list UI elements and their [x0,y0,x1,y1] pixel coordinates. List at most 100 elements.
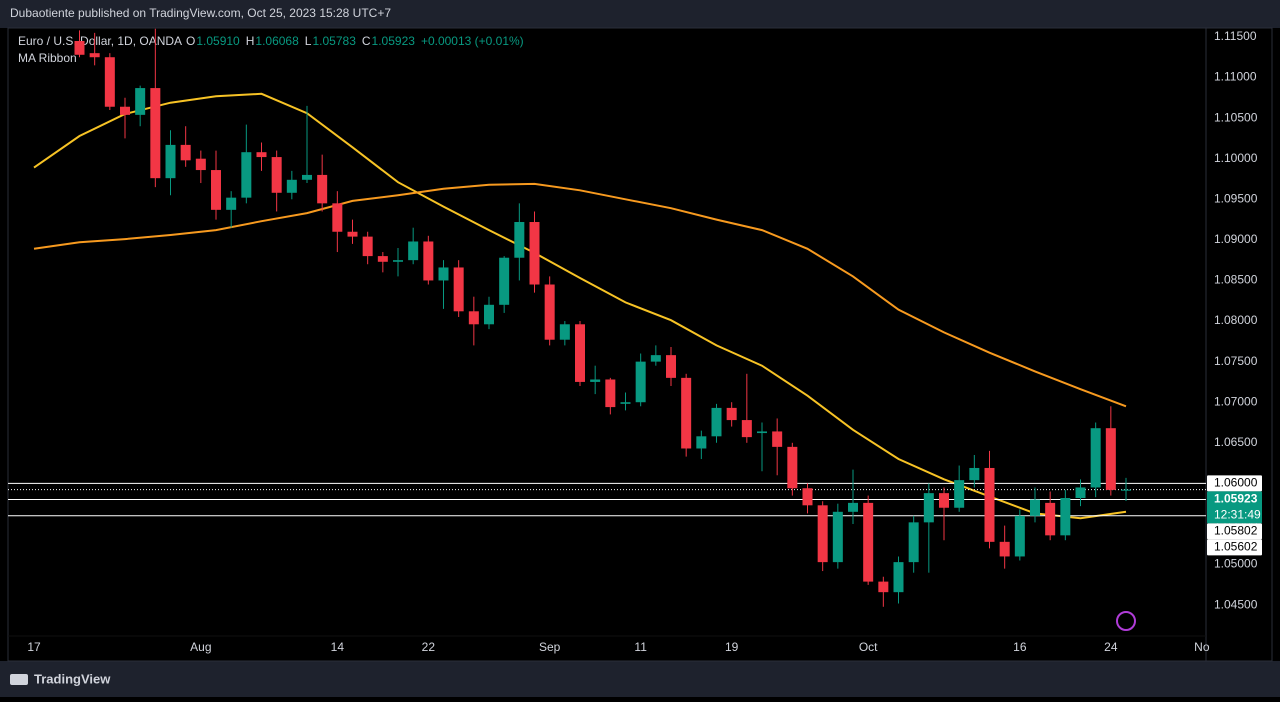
footer-logo: TradingView [10,671,111,686]
price-label: 1.05802 [1214,524,1258,538]
candle-body [286,179,297,193]
legend-key: O [186,34,195,48]
x-tick-label: 24 [1104,640,1118,654]
candle-body [575,324,585,382]
x-tick-label: 14 [331,640,345,654]
legend-key: L [305,34,312,48]
candle-body [362,236,373,257]
y-tick-label: 1.07500 [1214,354,1258,368]
candle-body [468,311,479,325]
y-tick-label: 1.04500 [1214,597,1258,611]
candle-body [787,446,798,489]
legend-value: 1.05783 [312,34,356,48]
candle-body [438,267,449,281]
y-tick-label: 1.09500 [1214,191,1258,205]
candle-body [741,420,752,438]
candle-body [848,502,858,512]
candle-body [484,304,494,325]
candle-body [878,581,889,593]
price-label-box [1207,475,1262,492]
candle-body [1105,428,1116,490]
candle-body [696,436,707,449]
candle-body [347,231,358,237]
candle-body [893,562,904,593]
price-label-box [1207,523,1262,540]
candle-body [256,152,267,158]
candle-body [650,355,661,362]
y-tick-label: 1.10500 [1214,110,1258,124]
legend-key: H [246,34,255,48]
candle-body [393,260,403,262]
x-tick-label: 22 [422,640,436,654]
ma-line [33,182,1127,408]
candle-body [529,222,540,285]
y-tick-label: 1.08500 [1214,273,1258,287]
candle-body [1030,499,1040,516]
y-tick-label: 1.08000 [1214,313,1258,327]
candle-body [939,493,949,508]
candle-body [271,157,282,193]
candle-body [863,502,874,582]
candle-body [453,267,464,312]
y-tick-label: 1.07000 [1214,394,1258,408]
price-label: 1.05923 [1214,492,1258,506]
candle-body [984,467,995,542]
candle-body [772,431,783,447]
plot-frame [7,27,1273,662]
candle-body [1075,487,1086,499]
candle-body [726,407,737,421]
y-tick-label: 1.05000 [1214,557,1258,571]
candle-body [908,522,919,563]
logo-icon [10,674,28,685]
alert-icon[interactable] [1116,611,1136,631]
candle-body [620,402,631,404]
x-tick-label: 19 [725,640,739,654]
y-tick-label: 1.06500 [1214,435,1258,449]
candle-body [817,505,828,563]
indicator: MA Ribbon [18,51,77,65]
candle-body [195,158,206,171]
candle-body [666,355,676,378]
countdown: 12:31:49 [1214,508,1261,522]
candle-body [317,174,328,204]
candle-body [923,493,934,523]
candle-body [211,170,221,210]
price-label: 1.05602 [1214,540,1258,554]
legend-value: 1.06068 [255,34,299,48]
candle-body [74,40,85,55]
candle-body [635,361,646,403]
y-tick-label: 1.10000 [1214,151,1258,165]
x-tick-label: 17 [27,640,41,654]
candle-body [757,431,767,434]
candle-body [423,241,434,281]
candle-body [1045,502,1056,536]
x-tick-label: Sep [539,640,561,654]
candle-body [1014,515,1025,557]
candle-body [120,106,130,115]
candle-body [377,256,388,262]
candle-body [1090,428,1101,488]
legend-value: 1.05923 [372,34,416,48]
x-tick-label: Oct [859,640,878,654]
candle-body [241,152,252,198]
y-tick-label: 1.11000 [1214,70,1257,84]
candle-body [180,144,191,161]
legend-key: C [362,34,371,48]
x-tick-label: 16 [1013,640,1027,654]
candle-body [605,379,616,408]
candle-body [226,197,237,210]
ma-line [33,92,1127,520]
y-tick-label: 1.11500 [1214,29,1257,43]
candle-body [954,480,965,508]
candle-body [165,144,176,179]
candle-body [681,377,692,449]
price-label: 1.06000 [1214,476,1258,490]
candle-body [408,241,419,261]
candle-body [1121,489,1131,491]
candle-body [544,284,555,340]
chart-title: Euro / U.S. Dollar, 1D, OANDA [18,34,182,48]
candle-body [135,88,146,115]
candle-body [150,88,161,179]
bottom-bar [0,661,1280,697]
